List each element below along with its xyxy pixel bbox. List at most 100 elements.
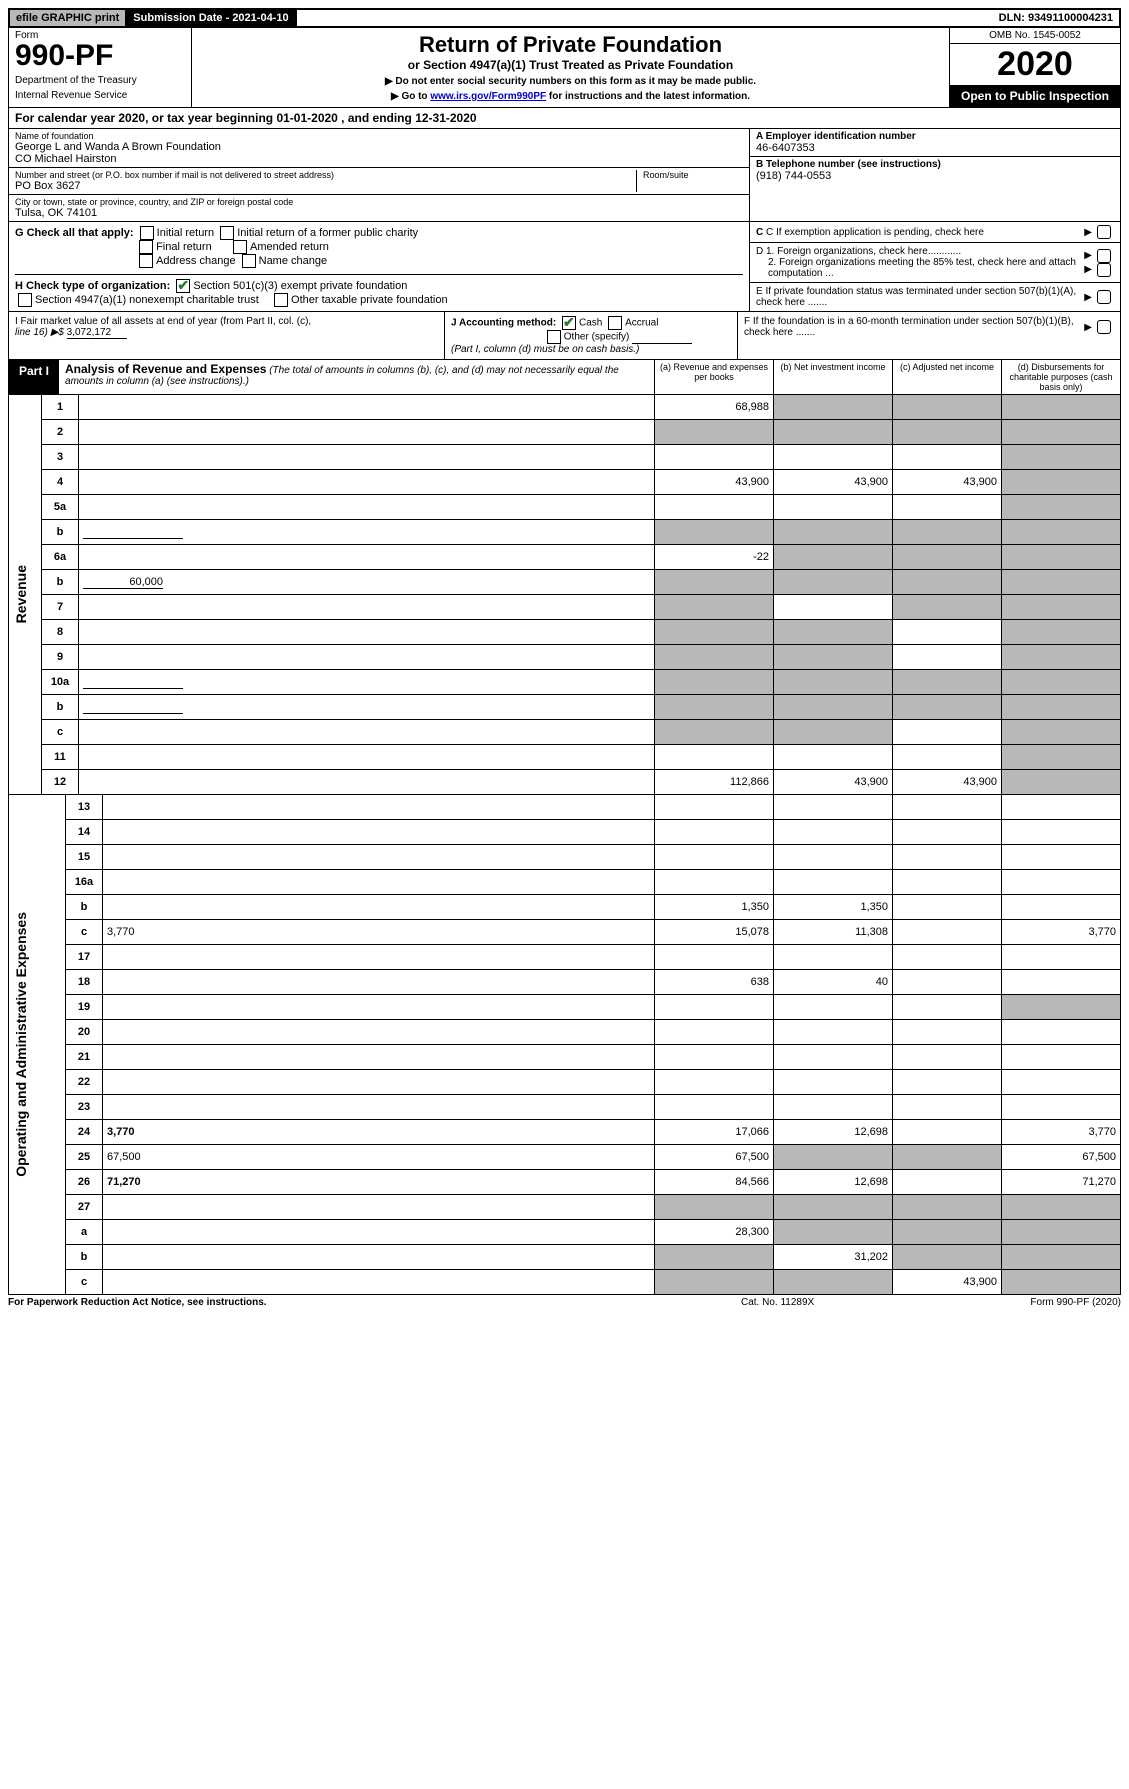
line-description [103,1045,655,1070]
amount-col-c [893,1195,1002,1220]
line-description [79,545,655,570]
part1-label: Part I [9,360,59,394]
line-row: 23 [9,1095,1121,1120]
amount-col-c: 43,900 [893,1270,1002,1295]
amount-col-c [893,695,1002,720]
line-number: b [42,520,79,545]
line-number: 10a [42,670,79,695]
4947a1-checkbox[interactable] [18,293,32,307]
form-footer: Form 990-PF (2020) [941,1297,1121,1308]
amount-col-a [655,845,774,870]
initial-return-charity-checkbox[interactable] [220,226,234,240]
amount-col-c [893,920,1002,945]
line-description: 3,770 [103,920,655,945]
501c3-checkbox[interactable] [176,279,190,293]
amount-col-d [1002,495,1121,520]
amount-col-b [774,620,893,645]
revenue-table: Revenue168,98823443,90043,90043,9005ab 6… [8,395,1121,795]
amount-col-c [893,595,1002,620]
amount-col-c [893,1045,1002,1070]
c-row: C C If exemption application is pending,… [750,222,1120,243]
e-checkbox[interactable] [1097,290,1111,304]
line-row: Revenue168,988 [9,395,1121,420]
form-subtitle: or Section 4947(a)(1) Trust Treated as P… [196,58,945,72]
initial-return-checkbox[interactable] [140,226,154,240]
amount-col-b: 40 [774,970,893,995]
amount-col-c [893,495,1002,520]
amount-col-d [1002,645,1121,670]
f-cell: F If the foundation is in a 60-month ter… [737,312,1120,359]
amount-col-a [655,620,774,645]
line-number: a [66,1220,103,1245]
amount-col-c [893,395,1002,420]
amount-col-b [774,570,893,595]
line-description [79,420,655,445]
c-checkbox[interactable] [1097,225,1111,239]
line-description [79,620,655,645]
amount-col-d [1002,670,1121,695]
line-number: c [66,1270,103,1295]
amount-col-b [774,845,893,870]
line-number: 3 [42,445,79,470]
cash-checkbox[interactable] [562,316,576,330]
line-row: 16a [9,870,1121,895]
amended-return-checkbox[interactable] [233,240,247,254]
f-checkbox[interactable] [1097,320,1111,334]
amount-col-d [1002,770,1121,795]
amount-col-a [655,1095,774,1120]
amount-col-b [774,645,893,670]
amount-col-d [1002,1195,1121,1220]
other-method-checkbox[interactable] [547,330,561,344]
amount-col-b [774,520,893,545]
line-number: 27 [66,1195,103,1220]
amount-col-d [1002,420,1121,445]
amount-col-c [893,520,1002,545]
telephone-cell: B Telephone number (see instructions) (9… [750,157,1120,184]
irs-link[interactable]: www.irs.gov/Form990PF [430,91,546,102]
amount-col-b [774,495,893,520]
amount-col-a: -22 [655,545,774,570]
line-row: 17 [9,945,1121,970]
d2-checkbox[interactable] [1097,263,1111,277]
line-description [103,1220,655,1245]
final-return-checkbox[interactable] [139,240,153,254]
amount-col-d [1002,845,1121,870]
line-description [79,395,655,420]
amount-col-d [1002,970,1121,995]
d1-checkbox[interactable] [1097,249,1111,263]
line-row: b 60,000 [9,570,1121,595]
amount-col-c [893,745,1002,770]
address-cell: Number and street (or P.O. box number if… [9,168,749,195]
line-number: 14 [66,820,103,845]
amount-col-d [1002,570,1121,595]
line-number: 20 [66,1020,103,1045]
amount-col-d [1002,620,1121,645]
amount-col-c [893,1120,1002,1145]
line-row: 443,90043,90043,900 [9,470,1121,495]
line-number: 15 [66,845,103,870]
address-change-checkbox[interactable] [139,254,153,268]
name-change-checkbox[interactable] [242,254,256,268]
line-number: 6a [42,545,79,570]
submission-date: Submission Date - 2021-04-10 [127,10,296,26]
amount-col-a [655,995,774,1020]
amount-col-a [655,1195,774,1220]
line-description [103,820,655,845]
line-row: 14 [9,820,1121,845]
amount-col-c [893,870,1002,895]
amount-col-c [893,645,1002,670]
line-description [79,695,655,720]
other-taxable-checkbox[interactable] [274,293,288,307]
amount-col-b: 31,202 [774,1245,893,1270]
j-cell: J Accounting method: Cash Accrual Other … [444,312,737,359]
line-description: 60,000 [79,570,655,595]
accrual-checkbox[interactable] [608,316,622,330]
line-number: 12 [42,770,79,795]
line-number: 18 [66,970,103,995]
amount-col-c [893,720,1002,745]
line-row: b1,3501,350 [9,895,1121,920]
line-description [103,1095,655,1120]
line-row: 21 [9,1045,1121,1070]
line-number: 11 [42,745,79,770]
line-row: 9 [9,645,1121,670]
